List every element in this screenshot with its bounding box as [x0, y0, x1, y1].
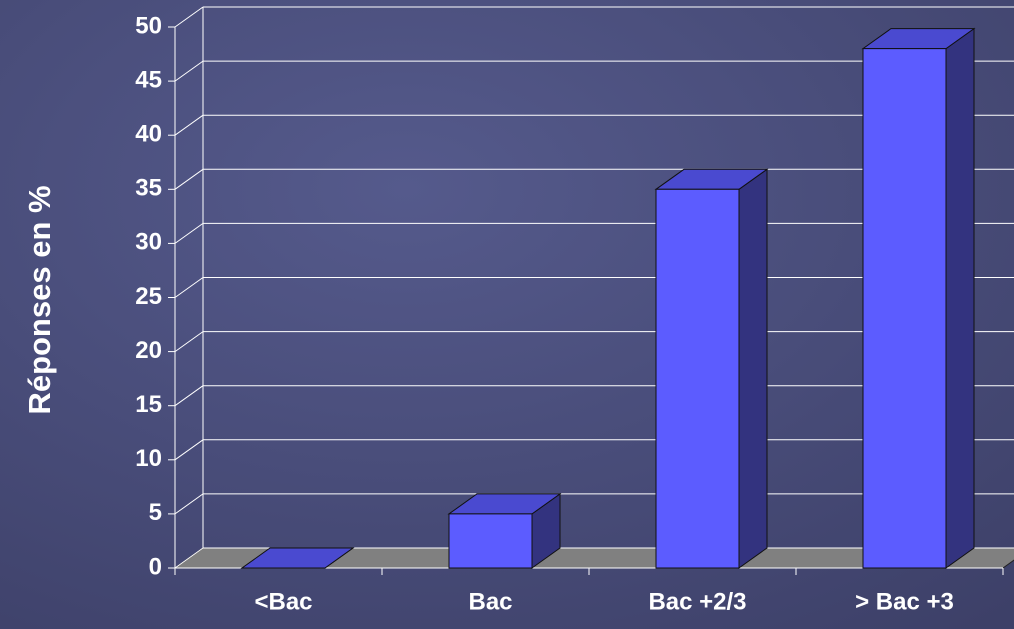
grid-line: [174, 493, 204, 515]
bar: [655, 188, 740, 569]
grid-line: [174, 168, 204, 190]
grid-line: [174, 277, 204, 298]
bar-side: [945, 27, 975, 569]
y-tick-label: 30: [135, 229, 162, 256]
y-tick-label: 15: [135, 391, 162, 418]
bar: [448, 513, 533, 569]
grid-line: [174, 439, 204, 461]
y-tick-label: 10: [135, 445, 162, 472]
grid-line: [174, 114, 204, 136]
bar-top: [240, 547, 355, 569]
x-tick-label: <Bac: [254, 588, 312, 615]
y-tick-label: 45: [135, 66, 162, 93]
x-tick-label: > Bac +3: [855, 588, 954, 615]
y-tick-label: 50: [135, 12, 162, 39]
grid-line: [174, 6, 204, 28]
y-tick-label: 40: [135, 121, 162, 148]
y-tick-label: 35: [135, 175, 162, 202]
grid-line: [174, 331, 204, 353]
y-axis-label: Réponses en %: [22, 185, 57, 414]
bar: [862, 48, 947, 569]
grid-line: [174, 385, 204, 407]
x-tick-label: Bac: [468, 588, 512, 615]
y-tick-label: 0: [149, 553, 162, 580]
grid-line: [174, 60, 204, 82]
grid-line: [174, 547, 204, 569]
bar-side: [738, 168, 768, 569]
x-tick-label: Bac +2/3: [648, 588, 746, 615]
y-tick-label: 20: [135, 337, 162, 364]
grid-line: [174, 222, 204, 244]
y-tick-label: 25: [135, 283, 162, 310]
y-tick-label: 5: [149, 499, 162, 526]
